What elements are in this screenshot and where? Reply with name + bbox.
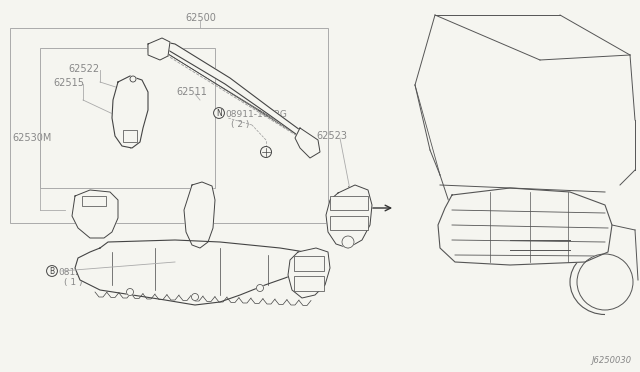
Bar — [330, 196, 368, 210]
Polygon shape — [326, 185, 372, 248]
Bar — [10, 28, 328, 223]
Text: ( 2 ): ( 2 ) — [231, 120, 250, 129]
Circle shape — [257, 285, 264, 292]
Text: 62500: 62500 — [185, 13, 216, 23]
Polygon shape — [184, 182, 215, 248]
Bar — [40, 48, 215, 188]
Text: 08120-8162F: 08120-8162F — [58, 268, 118, 277]
Text: ( 1 ): ( 1 ) — [64, 278, 83, 287]
Polygon shape — [438, 188, 612, 265]
Bar — [294, 256, 324, 271]
Text: 62522: 62522 — [68, 64, 99, 74]
Text: 62515: 62515 — [53, 78, 84, 88]
Circle shape — [342, 236, 354, 248]
Text: 08911-1062G: 08911-1062G — [225, 110, 287, 119]
Text: 62511: 62511 — [176, 87, 207, 97]
Bar — [82, 196, 106, 206]
Polygon shape — [148, 38, 170, 60]
Polygon shape — [148, 41, 315, 148]
Circle shape — [260, 147, 271, 157]
Text: 62523: 62523 — [316, 131, 347, 141]
Polygon shape — [288, 248, 330, 298]
Text: J6250030: J6250030 — [592, 356, 632, 365]
Text: B: B — [49, 266, 54, 276]
Circle shape — [127, 289, 134, 295]
Circle shape — [130, 76, 136, 82]
Polygon shape — [112, 76, 148, 148]
Text: N: N — [216, 109, 222, 118]
Circle shape — [191, 294, 198, 301]
Polygon shape — [72, 190, 118, 238]
Polygon shape — [75, 240, 310, 305]
Polygon shape — [295, 128, 320, 158]
Bar — [123, 130, 137, 142]
Circle shape — [577, 254, 633, 310]
Bar — [330, 216, 368, 230]
Bar — [294, 276, 324, 291]
Text: 62530M: 62530M — [12, 133, 51, 143]
